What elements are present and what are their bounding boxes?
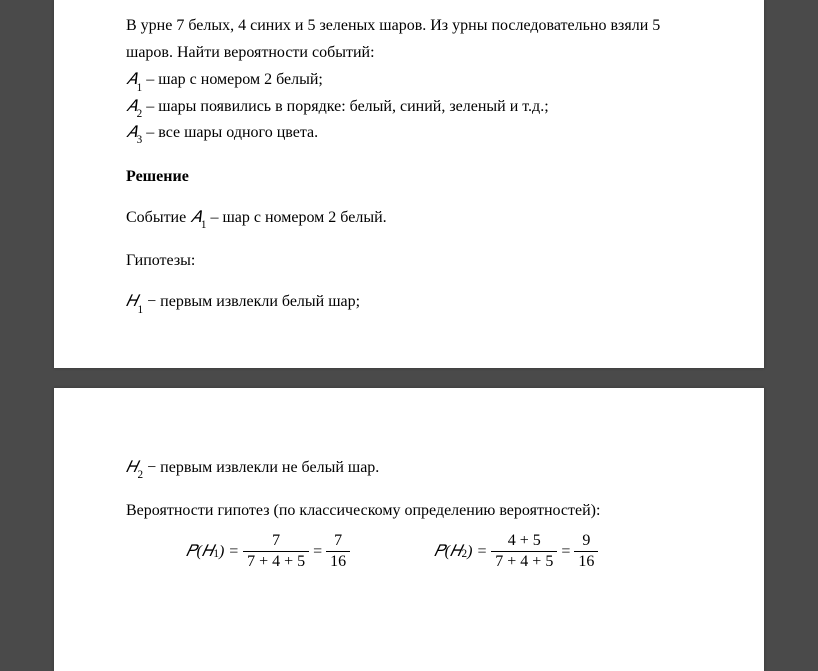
- fraction-2: 9 16: [574, 532, 598, 570]
- hypothesis-h2-text: − первым извлекли не белый шар.: [143, 459, 379, 476]
- denominator: 16: [574, 551, 598, 571]
- subscript-3: 3: [137, 134, 143, 146]
- probability-intro-text: Вероятности гипотез (по классическому оп…: [126, 499, 692, 522]
- event-post-text: – шар с номером 2 белый.: [206, 209, 386, 226]
- hypothesis-h2-line: 𝐻2 − первым извлекли не белый шар.: [126, 456, 692, 481]
- subscript-2: 2: [137, 108, 143, 120]
- close-paren-eq: ) =: [219, 543, 239, 561]
- subscript-1: 1: [201, 219, 207, 231]
- subscript-1: 1: [138, 304, 144, 316]
- symbol-a: 𝐴: [126, 98, 137, 115]
- p-label: 𝑃(𝐻: [434, 543, 461, 561]
- document-page-2: 𝐻2 − первым извлекли не белый шар. Вероя…: [54, 388, 764, 671]
- equals-sign: =: [561, 543, 570, 561]
- symbol-a: 𝐴: [126, 71, 137, 88]
- denominator: 16: [326, 551, 350, 571]
- hypotheses-heading: Гипотезы:: [126, 249, 692, 272]
- subscript-1: 1: [137, 82, 143, 94]
- event-pre-text: Событие: [126, 209, 190, 226]
- problem-intro-line1: В урне 7 белых, 4 синих и 5 зеленых шаро…: [126, 14, 692, 37]
- hypothesis-h1-line: 𝐻1 − первым извлекли белый шар;: [126, 290, 692, 315]
- equals-sign: =: [313, 543, 322, 561]
- solution-heading: Решение: [126, 165, 692, 188]
- symbol-a: 𝐴: [190, 209, 201, 226]
- close-paren-eq: ) =: [467, 543, 487, 561]
- subscript-2: 2: [138, 469, 144, 481]
- symbol-h: 𝐻: [126, 293, 138, 310]
- probability-formulas-row: 𝑃(𝐻1) = 7 7 + 4 + 5 = 7 16 𝑃(𝐻2) = 4 + 5…: [126, 532, 692, 570]
- numerator: 9: [578, 532, 594, 551]
- event-a1-line: 𝐴1 – шар с номером 2 белый;: [126, 68, 692, 93]
- event-definition-line: Событие 𝐴1 – шар с номером 2 белый.: [126, 206, 692, 231]
- fraction-1: 4 + 5 7 + 4 + 5: [491, 532, 557, 570]
- p-label: 𝑃(𝐻: [186, 543, 213, 561]
- subscript-1: 1: [213, 548, 219, 560]
- problem-intro-line2: шаров. Найти вероятности событий:: [126, 41, 692, 64]
- numerator: 7: [268, 532, 284, 551]
- numerator: 7: [330, 532, 346, 551]
- numerator: 4 + 5: [504, 532, 545, 551]
- fraction-2: 7 16: [326, 532, 350, 570]
- hypothesis-h1-text: − первым извлекли белый шар;: [143, 293, 360, 310]
- probability-h2-formula: 𝑃(𝐻2) = 4 + 5 7 + 4 + 5 = 9 16: [434, 532, 602, 570]
- probability-h1-formula: 𝑃(𝐻1) = 7 7 + 4 + 5 = 7 16: [186, 532, 354, 570]
- event-a2-line: 𝐴2 – шары появились в порядке: белый, си…: [126, 95, 692, 120]
- event-a2-text: – шары появились в порядке: белый, синий…: [142, 98, 548, 115]
- document-page-1: В урне 7 белых, 4 синих и 5 зеленых шаро…: [54, 0, 764, 368]
- subscript-2: 2: [462, 548, 468, 560]
- symbol-a: 𝐴: [126, 124, 137, 141]
- fraction-1: 7 7 + 4 + 5: [243, 532, 309, 570]
- event-a3-text: – все шары одного цвета.: [142, 124, 318, 141]
- symbol-h: 𝐻: [126, 459, 138, 476]
- denominator: 7 + 4 + 5: [491, 551, 557, 571]
- event-a1-text: – шар с номером 2 белый;: [142, 71, 323, 88]
- event-a3-line: 𝐴3 – все шары одного цвета.: [126, 121, 692, 146]
- denominator: 7 + 4 + 5: [243, 551, 309, 571]
